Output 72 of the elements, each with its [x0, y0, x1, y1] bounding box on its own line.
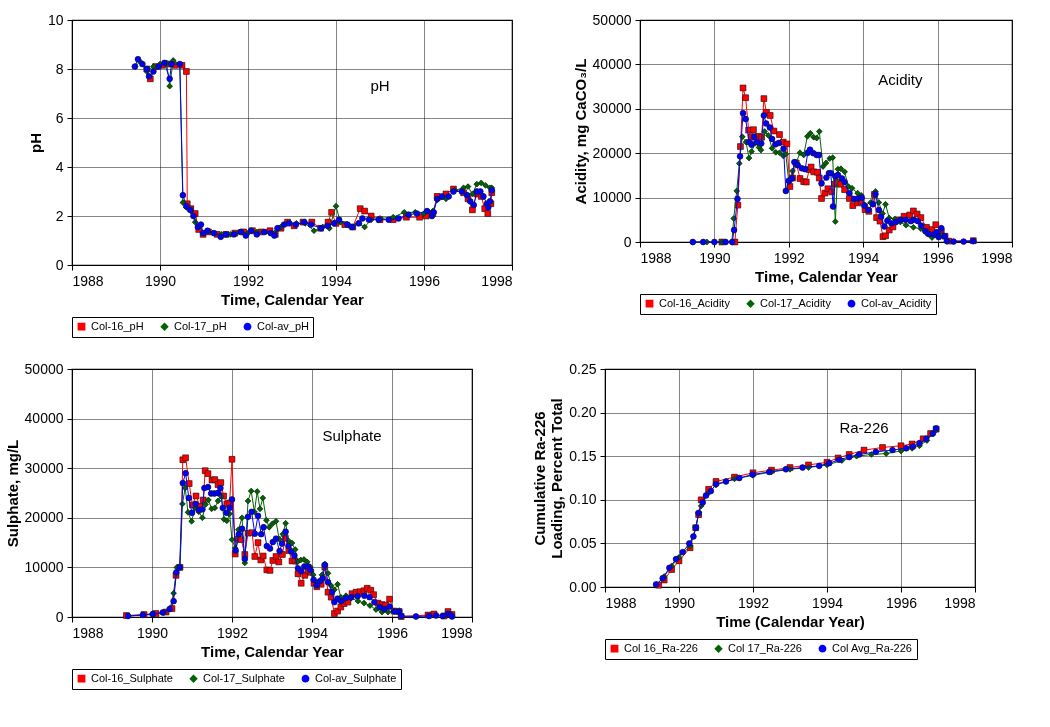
y-tick-label: 6: [55, 109, 64, 126]
legend-label: Col-av_Acidity: [861, 296, 932, 309]
x-tick-label: 1992: [232, 272, 265, 289]
x-tick-label: 1992: [773, 249, 806, 266]
y-tick-label: 40000: [24, 410, 64, 427]
y-tick-label: 20000: [592, 144, 632, 161]
x-tick-label: 1990: [144, 272, 177, 289]
y-tick-label: 4: [55, 158, 64, 175]
y-tick-label: 0.25: [569, 360, 597, 377]
x-tick-label: 1998: [441, 624, 473, 641]
legend-label: Col-av_Sulphate: [315, 671, 397, 684]
legend-label: Col-16_pH: [91, 319, 144, 332]
y-tick-label: 10000: [24, 558, 64, 575]
y-tick-label: 0: [55, 608, 64, 625]
annotation: Sulphate: [322, 426, 382, 444]
y-tick-label: 0.20: [569, 404, 597, 421]
y-tick-label: 40000: [592, 55, 632, 72]
x-tick-label: 1996: [922, 249, 954, 266]
x-tick-label: 1994: [296, 624, 329, 641]
y-tick-label: 0: [623, 233, 632, 250]
x-tick-label: 1998: [981, 249, 1013, 266]
y-tick-label: 30000: [592, 100, 632, 117]
y-axis-title: Acidity, mg CaCO₃/L: [571, 58, 589, 205]
legend-label: Col-av_pH: [257, 319, 310, 332]
x-tick-label: 1988: [605, 594, 637, 611]
y-axis-title: pH: [26, 133, 44, 153]
y-tick-label: 2: [55, 207, 64, 224]
x-tick-label: 1988: [72, 624, 104, 641]
annotation: Acidity: [878, 70, 923, 88]
x-axis-title: Time, Calendar Year: [221, 290, 365, 308]
y-tick-label: 50000: [592, 11, 632, 28]
y-tick-label: 0: [55, 256, 64, 273]
x-tick-label: 1988: [640, 249, 672, 266]
x-tick-label: 1996: [885, 594, 918, 611]
x-tick-label: 1992: [737, 594, 770, 611]
x-tick-label: 1988: [72, 272, 104, 289]
y-tick-label: 20000: [24, 509, 64, 526]
legend-label: Col-16_Sulphate: [91, 671, 173, 684]
y-tick-label: 10: [47, 11, 64, 28]
legend-label: Col-17_Acidity: [760, 296, 832, 309]
x-tick-label: 1990: [136, 624, 169, 641]
annotation: Ra-226: [839, 418, 889, 436]
x-tick-label: 1994: [848, 249, 880, 266]
x-tick-label: 1998: [944, 594, 976, 611]
y-axis-title: Cumulative Ra-226 Loading, Percent Total: [531, 398, 566, 559]
x-axis-title: Time (Calendar Year): [716, 612, 865, 630]
x-tick-label: 1994: [320, 272, 353, 289]
y-tick-label: 50000: [24, 360, 64, 377]
annotation: pH: [370, 77, 390, 95]
y-tick-label: 0.15: [569, 447, 597, 464]
y-tick-label: 8: [55, 60, 64, 77]
legend-label: Col 17_Ra-226: [728, 641, 802, 654]
y-tick-label: 0.10: [569, 491, 597, 508]
legend-label: Col-16_Acidity: [659, 296, 731, 309]
x-axis-title: Time, Calendar Year: [755, 267, 899, 285]
x-tick-label: 1990: [663, 594, 696, 611]
x-tick-label: 1996: [376, 624, 409, 641]
x-tick-label: 1992: [216, 624, 249, 641]
x-tick-label: 1990: [699, 249, 731, 266]
legend-label: Col-17_pH: [174, 319, 227, 332]
y-tick-label: 10000: [592, 189, 632, 206]
y-tick-label: 0.05: [569, 534, 597, 551]
x-tick-label: 1994: [811, 594, 844, 611]
x-tick-label: 1998: [481, 272, 513, 289]
y-tick-label: 0.00: [569, 578, 597, 595]
y-tick-label: 30000: [24, 459, 64, 476]
x-tick-label: 1996: [408, 272, 441, 289]
legend-label: Col-17_Sulphate: [203, 671, 285, 684]
legend-label: Col Avg_Ra-226: [832, 641, 912, 654]
x-axis-title: Time, Calendar Year: [201, 642, 345, 660]
y-axis-title: Sulphate, mg/L: [3, 439, 21, 548]
legend-label: Col 16_Ra-226: [624, 641, 698, 654]
